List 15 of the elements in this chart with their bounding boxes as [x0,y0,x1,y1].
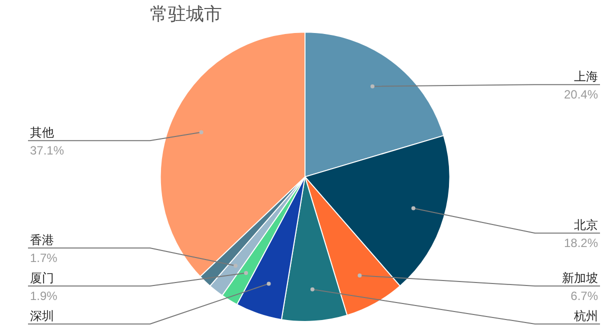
slice-label: 香港 [30,233,54,247]
slice-label: 厦门 [30,271,54,285]
data-label: 37.1% [30,144,64,158]
slice-label: 杭州 [573,309,598,323]
slice-label: 北京 [574,218,598,232]
slice-label: 深圳 [30,309,54,323]
data-label: 20.4% [564,88,598,102]
slice-label: 其他 [30,126,54,140]
data-label: 6.7% [570,289,598,303]
slice-label: 新加坡 [562,271,598,285]
chart-title: 常驻城市 [150,4,222,24]
data-label: 1.9% [30,289,58,303]
slice-label: 上海 [574,70,598,84]
data-label: 1.7% [30,251,58,265]
data-label: 18.2% [564,236,598,250]
